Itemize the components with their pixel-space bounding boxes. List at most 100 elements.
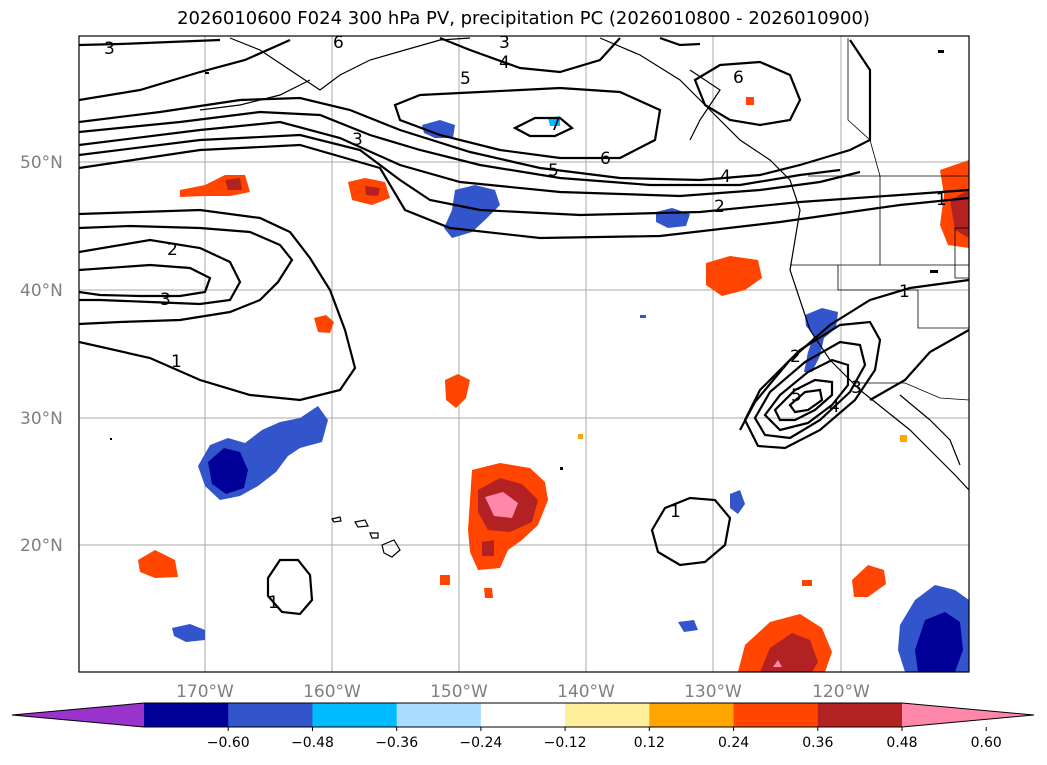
precip-positive-area bbox=[578, 434, 583, 439]
colorbar-tick-label: −0.24 bbox=[459, 735, 502, 751]
pv-contour bbox=[743, 320, 882, 450]
precip-positive-area bbox=[773, 660, 782, 667]
colorbar-segment bbox=[817, 703, 903, 727]
lon-label: 160°W bbox=[303, 682, 361, 702]
precip-positive-area bbox=[138, 550, 178, 578]
contour-label: 3 bbox=[104, 39, 115, 59]
colorbar-tick-label: −0.36 bbox=[375, 735, 418, 751]
lat-label: 30°N bbox=[20, 409, 63, 429]
lon-label: 140°W bbox=[557, 682, 615, 702]
pv-contour bbox=[763, 358, 850, 432]
precip-negative-area bbox=[678, 620, 698, 632]
colorbar-tick-label: −0.12 bbox=[544, 735, 587, 751]
precip-positive-area bbox=[365, 186, 380, 196]
contour-label: 3 bbox=[352, 130, 363, 150]
lon-label: 120°W bbox=[812, 682, 870, 702]
contour-label: 2 bbox=[714, 197, 725, 217]
contour-label: 3 bbox=[851, 378, 862, 398]
lat-label: 50°N bbox=[20, 153, 63, 173]
coastlines bbox=[199, 37, 969, 491]
pv-contour bbox=[79, 120, 861, 198]
colorbar-tick-label: 0.24 bbox=[718, 735, 749, 751]
precip-negative-area bbox=[640, 315, 646, 318]
contour-label: 6 bbox=[600, 149, 611, 169]
precip-negative-area bbox=[172, 624, 205, 642]
precip-positive-area bbox=[485, 492, 518, 518]
colorbar-tick-label: 0.48 bbox=[886, 735, 917, 751]
colorbar-segment bbox=[565, 703, 650, 727]
precip-positive-area bbox=[314, 315, 334, 333]
colorbar-extend-high bbox=[902, 703, 1034, 727]
colorbar: −0.60 −0.48 −0.36 −0.24 −0.12 0.12 0.24 0.36 0.4… bbox=[11, 702, 1035, 751]
lon-label: 130°W bbox=[684, 682, 742, 702]
pv-contour bbox=[650, 496, 732, 567]
coast-islands bbox=[110, 50, 944, 470]
contour-label: 5 bbox=[791, 386, 802, 406]
contour-label-group: 3 6 3 4 5 6 7 3 5 6 4 2 1 2 3 1 1 2 5 4 … bbox=[104, 33, 947, 613]
precip-positive-area bbox=[900, 435, 907, 442]
pv-contour bbox=[439, 36, 621, 74]
colorbar-segment bbox=[228, 703, 313, 727]
hawaiian-islands bbox=[331, 516, 401, 558]
pv-contour bbox=[79, 39, 872, 182]
colorbar-outline bbox=[11, 702, 1035, 728]
pv-contour bbox=[79, 110, 841, 187]
pv-contour bbox=[659, 36, 701, 47]
colorbar-extend-low bbox=[12, 703, 144, 727]
precip-positive-area bbox=[706, 256, 762, 296]
contour-label: 6 bbox=[733, 68, 744, 88]
contour-label: 1 bbox=[268, 593, 279, 613]
pv-contours bbox=[79, 36, 969, 616]
precip-positive-area bbox=[225, 178, 242, 190]
contour-label: 2 bbox=[167, 240, 178, 260]
latitude-labels: 50°N 40°N 30°N 20°N bbox=[20, 153, 63, 556]
colorbar-segment bbox=[649, 703, 735, 727]
contour-label: 5 bbox=[460, 69, 471, 89]
contour-label: 4 bbox=[720, 167, 731, 187]
precip-positive-area bbox=[440, 575, 450, 585]
contour-label: 3 bbox=[160, 290, 171, 310]
colorbar-tick-label: 0.12 bbox=[634, 735, 665, 751]
pv-contour bbox=[869, 329, 969, 401]
map-area bbox=[79, 36, 969, 672]
precip-negative-area bbox=[444, 185, 500, 238]
pv-contour bbox=[266, 558, 314, 616]
pv-contour bbox=[693, 60, 802, 127]
pv-contour bbox=[79, 263, 212, 298]
pv-contour bbox=[79, 238, 242, 306]
pv-contour bbox=[79, 208, 357, 402]
pv-contour bbox=[393, 86, 662, 160]
lat-label: 40°N bbox=[20, 281, 63, 301]
lon-label: 170°W bbox=[176, 682, 234, 702]
precip-positive-area bbox=[445, 374, 470, 408]
colorbar-segment bbox=[480, 703, 566, 727]
colorbar-segment bbox=[733, 703, 819, 727]
longitude-labels: 170°W 160°W 150°W 140°W 130°W 120°W bbox=[176, 682, 870, 702]
precip-positive-area bbox=[484, 588, 493, 598]
map-title: 2026010600 F024 300 hPa PV, precipitatio… bbox=[177, 8, 870, 29]
precip-negative-area bbox=[422, 120, 455, 138]
precip-negative-area bbox=[208, 448, 248, 494]
contour-label: 1 bbox=[899, 282, 910, 302]
lon-label: 150°W bbox=[430, 682, 488, 702]
lat-label: 20°N bbox=[20, 536, 63, 556]
pv-contour bbox=[773, 378, 834, 422]
precip-positive-area bbox=[760, 633, 818, 672]
contour-label: 7 bbox=[550, 115, 561, 135]
precip-negative-area bbox=[915, 612, 963, 672]
contour-label: 1 bbox=[936, 190, 947, 210]
colorbar-segment bbox=[396, 703, 482, 727]
pv-contour bbox=[512, 116, 575, 138]
pv-contour bbox=[79, 143, 969, 240]
contour-label: 6 bbox=[333, 33, 344, 53]
precip-positive-area bbox=[950, 190, 969, 238]
political-borders bbox=[790, 38, 969, 401]
precip-positive-area bbox=[802, 580, 812, 586]
map-frame bbox=[78, 35, 970, 673]
pv-contour bbox=[79, 38, 221, 47]
contour-label: 4 bbox=[499, 53, 510, 73]
colorbar-segment bbox=[312, 703, 398, 727]
precip-positive-area bbox=[482, 540, 494, 556]
pv-contour bbox=[79, 133, 969, 217]
